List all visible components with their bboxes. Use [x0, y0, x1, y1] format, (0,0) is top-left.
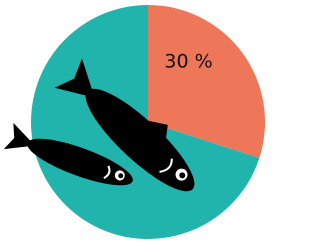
chart: 30 % — [0, 0, 266, 245]
page: {"chart_data": {"type": "pie", "values":… — [0, 0, 266, 245]
value-label: 30 % — [164, 50, 212, 72]
labels: 30 % — [164, 50, 212, 72]
